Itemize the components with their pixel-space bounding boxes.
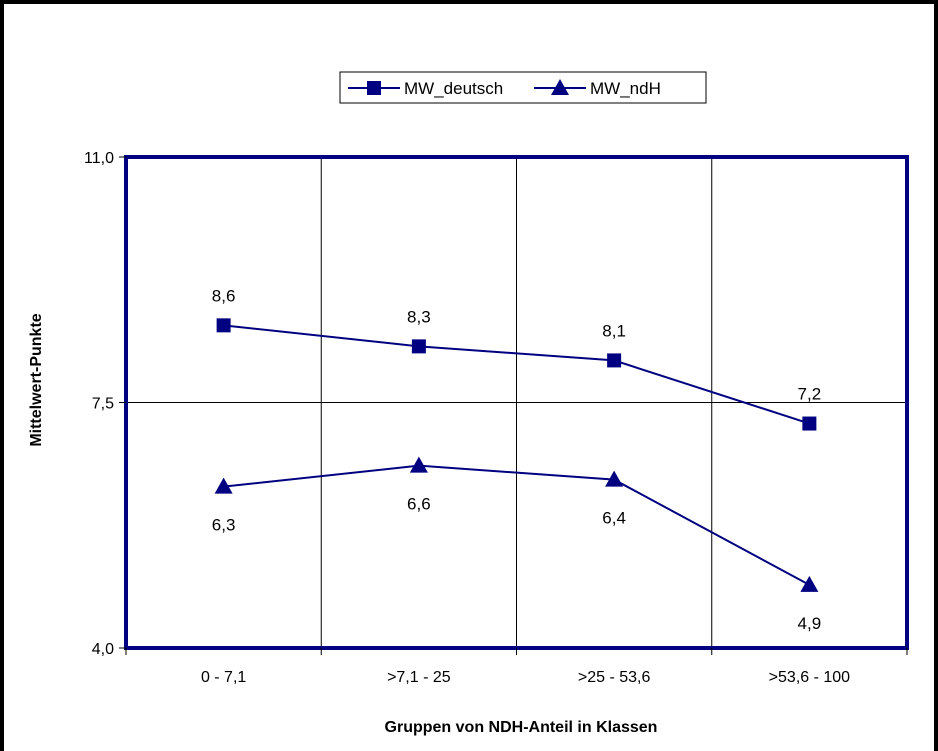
square-marker [216,318,231,333]
legend: MW_deutsch MW_ndH [339,71,707,104]
x-axis-ticks: 0 - 7,1 >7,1 - 25 >25 - 53,6 >53,6 - 100 [125,648,908,686]
square-marker [607,353,622,368]
y-tick-label: 7,5 [92,396,114,413]
legend-triangle-marker [551,79,569,95]
series-line [223,324,810,425]
legend-label: MW_deutsch [404,79,503,98]
legend-square-marker [367,81,381,95]
x-tick-label: >25 - 53,6 [578,669,651,686]
data-label: 6,4 [602,509,626,528]
data-label: 7,2 [798,385,822,404]
data-label: 8,1 [602,321,626,340]
legend-label: MW_ndH [590,79,661,98]
triangle-marker [800,575,819,592]
y-axis-ticks: 4,0 7,5 11,0 [84,150,126,658]
triangle-marker [409,456,428,473]
y-axis-title: Mittelwert-Punkte [28,313,45,446]
data-label: 4,9 [798,614,822,633]
x-axis-title: Gruppen von NDH-Anteil in Klassen [385,719,658,736]
y-tick-label: 4,0 [92,641,114,658]
data-label: 8,3 [407,307,431,326]
series-MW_ndH [214,456,819,592]
legend-item-MW_ndH: MW_ndH [534,79,661,98]
x-tick-label: >53,6 - 100 [769,669,851,686]
x-tick-label: >7,1 - 25 [387,669,451,686]
series-line [223,464,810,586]
plot-area: 8,6 8,3 8,1 7,2 6,3 6,6 6,4 4,9 [124,155,909,650]
triangle-marker [214,477,233,494]
triangle-marker [605,470,624,487]
series-MW_deutsch [216,318,817,431]
data-label: 6,6 [407,495,431,514]
data-label: 8,6 [212,286,236,305]
legend-item-MW_deutsch: MW_deutsch [348,79,503,98]
x-tick-label: 0 - 7,1 [201,669,246,686]
legend-box [339,71,707,104]
data-label: 6,3 [212,516,236,535]
square-marker [802,416,817,431]
square-marker [411,339,426,354]
gridlines [126,157,907,648]
y-tick-label: 11,0 [84,150,114,167]
